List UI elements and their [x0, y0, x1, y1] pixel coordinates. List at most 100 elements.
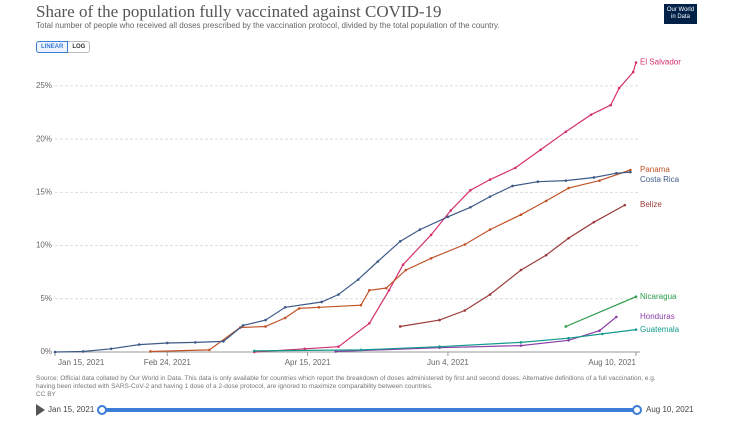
data-point: [368, 321, 371, 325]
data-point: [617, 86, 621, 90]
data-point: [598, 179, 601, 182]
title: Share of the population fully vaccinated…: [36, 2, 442, 21]
data-point: [601, 332, 604, 336]
data-point: [297, 307, 301, 310]
data-point: [165, 341, 169, 345]
data-point: [387, 288, 391, 292]
data-point: [598, 329, 601, 333]
data-point: [283, 306, 287, 309]
data-point: [359, 348, 363, 352]
data-point: [429, 233, 433, 237]
data-point: [623, 203, 627, 207]
log-button[interactable]: LOG: [68, 41, 91, 53]
data-point: [446, 215, 450, 219]
data-point: [109, 347, 113, 351]
timeline-start-handle[interactable]: [97, 405, 107, 415]
data-point: [592, 220, 596, 224]
data-point: [449, 209, 453, 212]
data-point: [368, 288, 371, 292]
data-point: [401, 263, 405, 267]
legend-label: Belize: [640, 200, 662, 209]
data-point: [264, 318, 267, 322]
data-point: [137, 343, 141, 346]
data-point: [519, 268, 523, 272]
x-tick-label: Aug 10, 2021: [588, 358, 636, 367]
data-point: [592, 176, 596, 179]
data-point: [81, 350, 85, 353]
legend-label: Costa Rica: [640, 175, 680, 184]
y-tick-label: 20%: [36, 134, 52, 143]
series-line: [565, 296, 637, 328]
data-point: [634, 61, 638, 64]
x-tick-label: Jan 15, 2021: [58, 358, 105, 367]
data-point: [337, 345, 340, 348]
data-point: [264, 325, 267, 328]
data-point: [488, 195, 492, 198]
y-tick-label: 10%: [36, 241, 52, 250]
footer: Source: Official data collated by Our Wo…: [36, 375, 676, 399]
data-point: [536, 180, 540, 184]
data-point: [564, 179, 568, 182]
data-point: [634, 295, 638, 298]
data-point: [564, 130, 568, 133]
series-line: [335, 316, 617, 353]
data-point: [539, 148, 542, 152]
x-tick-label: Apr 15, 2021: [285, 358, 331, 367]
data-point: [337, 293, 340, 296]
legend-label: Nicaragua: [640, 292, 677, 301]
data-point: [631, 70, 635, 74]
data-point: [404, 268, 408, 272]
data-point: [589, 113, 593, 116]
data-point: [252, 349, 256, 353]
data-point: [149, 350, 152, 353]
data-point: [283, 316, 287, 320]
data-point: [429, 257, 433, 260]
data-point: [194, 341, 197, 344]
x-tick-label: Feb 24, 2021: [144, 358, 192, 367]
data-point: [615, 315, 618, 319]
series-line: [150, 169, 631, 353]
data-point: [334, 350, 337, 353]
data-point: [208, 348, 211, 352]
data-point: [615, 171, 618, 175]
data-point: [222, 340, 225, 343]
data-point: [519, 344, 523, 347]
data-point: [514, 166, 517, 170]
legend-label: El Salvador: [640, 58, 681, 67]
data-point: [488, 293, 492, 296]
linear-button[interactable]: LINEAR: [36, 41, 69, 53]
data-point: [629, 168, 632, 172]
play-button[interactable]: [36, 404, 45, 416]
data-point: [384, 286, 388, 290]
legend-label: Guatemala: [640, 325, 680, 334]
data-point: [53, 350, 57, 354]
timeline-end-label: Aug 10, 2021: [646, 405, 694, 414]
license: CC BY: [36, 391, 56, 398]
logo[interactable]: Our World in Data: [664, 4, 697, 24]
data-point: [488, 228, 492, 231]
timeline-start-label: Jan 15, 2021: [48, 405, 95, 414]
data-point: [320, 300, 323, 304]
data-point: [303, 347, 307, 351]
data-point: [488, 178, 492, 181]
data-point: [469, 188, 472, 192]
y-tick-label: 5%: [40, 294, 52, 303]
data-point: [567, 336, 570, 340]
x-tick-label: Jun 4, 2021: [427, 358, 469, 367]
data-point: [241, 324, 245, 327]
data-point: [609, 103, 613, 107]
data-point: [356, 278, 360, 281]
data-point: [398, 325, 402, 328]
data-point: [438, 318, 441, 322]
legend-label: Honduras: [640, 312, 675, 321]
data-point: [544, 199, 548, 203]
data-point: [463, 243, 467, 246]
timeline-end-handle[interactable]: [632, 405, 642, 415]
data-point: [519, 213, 523, 217]
data-point: [317, 306, 321, 309]
data-point: [567, 338, 570, 342]
legend-label: Panama: [640, 165, 670, 174]
data-point: [463, 309, 467, 312]
data-point: [629, 170, 632, 174]
